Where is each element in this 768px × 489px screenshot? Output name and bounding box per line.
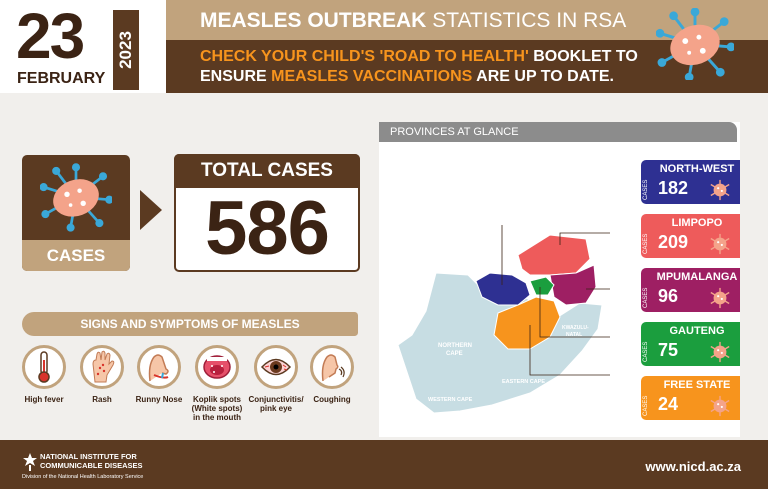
- symptom-label: Koplik spots (White spots) in the mouth: [191, 395, 243, 422]
- province-name: MPUMALANGA: [656, 271, 738, 283]
- leader-limpopo: [559, 232, 610, 245]
- province-cases-tag: CASES: [643, 341, 649, 362]
- nicd-logo-icon: [23, 453, 37, 471]
- org-line-1: NATIONAL INSTITUTE FOR: [40, 452, 137, 461]
- date-month: FEBRUARY: [17, 70, 106, 87]
- symptom-label: Runny Nose: [135, 395, 183, 404]
- subtitle-highlight-1: CHECK YOUR CHILD'S 'ROAD TO HEALTH': [200, 48, 529, 65]
- cases-label: CASES: [46, 246, 106, 265]
- province-cases-tag: CASES: [643, 233, 649, 254]
- nicd-name: NATIONAL INSTITUTE FOR COMMUNICABLE DISEA…: [40, 452, 143, 470]
- province-card-free-state: FREE STATE 24 CASES: [641, 376, 740, 420]
- symptom-label: Rash: [92, 395, 112, 404]
- subtitle-text-1: BOOKLET TO: [528, 48, 638, 65]
- map-region-mpumalanga: [549, 264, 597, 306]
- mouth-icon: [195, 345, 239, 389]
- province-card-north-west: NORTH-WEST 182 CASES: [641, 160, 740, 204]
- virus-icon: [710, 395, 730, 417]
- province-name: FREE STATE: [663, 379, 731, 391]
- symptom-runny-nose: Runny Nose: [130, 345, 188, 404]
- title-bold: MEASLES OUTBREAK: [200, 9, 427, 32]
- nicd-division: Division of the National Health Laborato…: [22, 474, 144, 480]
- province-card-gauteng: GAUTENG 75 CASES: [641, 322, 740, 366]
- map-label-northern-cape-2: CAPE: [446, 351, 463, 357]
- provinces-header: [379, 122, 737, 142]
- provinces-title: PROVINCES AT GLANCE: [390, 126, 519, 138]
- total-cases-value: 586: [205, 186, 330, 271]
- date-year: 2023: [116, 31, 136, 69]
- symptom-rash: Rash: [73, 345, 131, 404]
- website-link[interactable]: www.nicd.ac.za: [645, 459, 741, 474]
- total-cases-title: TOTAL CASES: [201, 160, 333, 181]
- footer: [0, 440, 768, 489]
- hand-rash-icon: [80, 345, 124, 389]
- cases-label-band: [22, 240, 130, 271]
- virus-icon: [710, 179, 730, 201]
- date-day: 23: [16, 0, 85, 72]
- province-name: LIMPOPO: [671, 217, 723, 229]
- nose-icon: [137, 345, 181, 389]
- map-region-limpopo: [517, 234, 591, 276]
- leader-gauteng: [539, 287, 610, 338]
- map-label-kzn: KWAZULU-: [562, 325, 589, 331]
- symptoms-title: SIGNS AND SYMPTOMS OF MEASLES: [80, 317, 300, 331]
- symptom-high-fever: High fever: [15, 345, 73, 404]
- province-cases-tag: CASES: [643, 395, 649, 416]
- virus-icon: [710, 341, 730, 363]
- map-region-north-west: [475, 272, 531, 306]
- arrow-right-icon: [140, 190, 162, 230]
- total-cases-header: [174, 154, 360, 188]
- map-region-free-state: [493, 296, 561, 350]
- symptom-label: Conjunctivitis/ pink eye: [248, 395, 304, 413]
- year-bar: [113, 10, 139, 90]
- org-line-2: COMMUNICABLE DISEASES: [40, 461, 143, 470]
- symptom-label: High fever: [24, 395, 64, 404]
- title-rest: STATISTICS IN RSA: [426, 9, 627, 32]
- virus-icon: [710, 233, 730, 255]
- map-label-kzn-2: NATAL: [566, 332, 582, 338]
- south-africa-map: NORTHERN CAPE WESTERN CAPE EASTERN CAPE …: [397, 225, 610, 414]
- symptom-koplik-spots: Koplik spots (White spots) in the mouth: [188, 345, 246, 422]
- map-label-eastern-cape: EASTERN CAPE: [502, 379, 545, 385]
- title-band: [166, 0, 768, 40]
- map-label-western-cape: WESTERN CAPE: [428, 397, 473, 403]
- symptom-coughing: Coughing: [303, 345, 361, 404]
- subtitle-text-2b: ARE UP TO DATE.: [472, 68, 614, 85]
- province-count: 75: [658, 340, 679, 360]
- cough-icon: [310, 345, 354, 389]
- thermometer-icon: [22, 345, 66, 389]
- leader-free-state: [529, 325, 610, 376]
- subtitle-line-2: ENSURE MEASLES VACCINATIONS ARE UP TO DA…: [200, 68, 614, 86]
- symptoms-band: [22, 312, 358, 336]
- symptom-label: Coughing: [313, 395, 351, 404]
- subtitle-highlight-2: MEASLES VACCINATIONS: [271, 68, 473, 85]
- subtitle-text-2a: ENSURE: [200, 68, 272, 85]
- subtitle-line-1: CHECK YOUR CHILD'S 'ROAD TO HEALTH' BOOK…: [200, 48, 638, 66]
- symptom-conjunctivitis: Conjunctivitis/ pink eye: [247, 345, 305, 413]
- province-count: 96: [658, 286, 679, 306]
- leader-north-west: [501, 225, 503, 285]
- virus-icon: [40, 163, 112, 232]
- page-title: MEASLES OUTBREAK STATISTICS IN RSA: [200, 9, 626, 33]
- map-region-gauteng: [529, 276, 555, 296]
- province-card-mpumalanga: MPUMALANGA 96 CASES: [641, 268, 740, 312]
- eye-icon: [254, 345, 298, 389]
- province-count: 182: [658, 178, 689, 198]
- province-name: NORTH-WEST: [659, 163, 735, 175]
- subtitle-band: [166, 40, 768, 93]
- province-card-limpopo: LIMPOPO 209 CASES: [641, 214, 740, 258]
- leader-mpumalanga: [586, 288, 610, 290]
- province-name: GAUTENG: [669, 325, 725, 337]
- date-year-wrap: 2023: [113, 10, 139, 90]
- province-cases-tag: CASES: [643, 179, 649, 200]
- map-label-northern-cape: NORTHERN: [438, 343, 472, 349]
- virus-icon: [656, 8, 734, 80]
- province-count: 209: [658, 232, 689, 252]
- province-cases-tag: CASES: [643, 287, 649, 308]
- virus-icon: [710, 287, 730, 309]
- province-count: 24: [658, 394, 679, 414]
